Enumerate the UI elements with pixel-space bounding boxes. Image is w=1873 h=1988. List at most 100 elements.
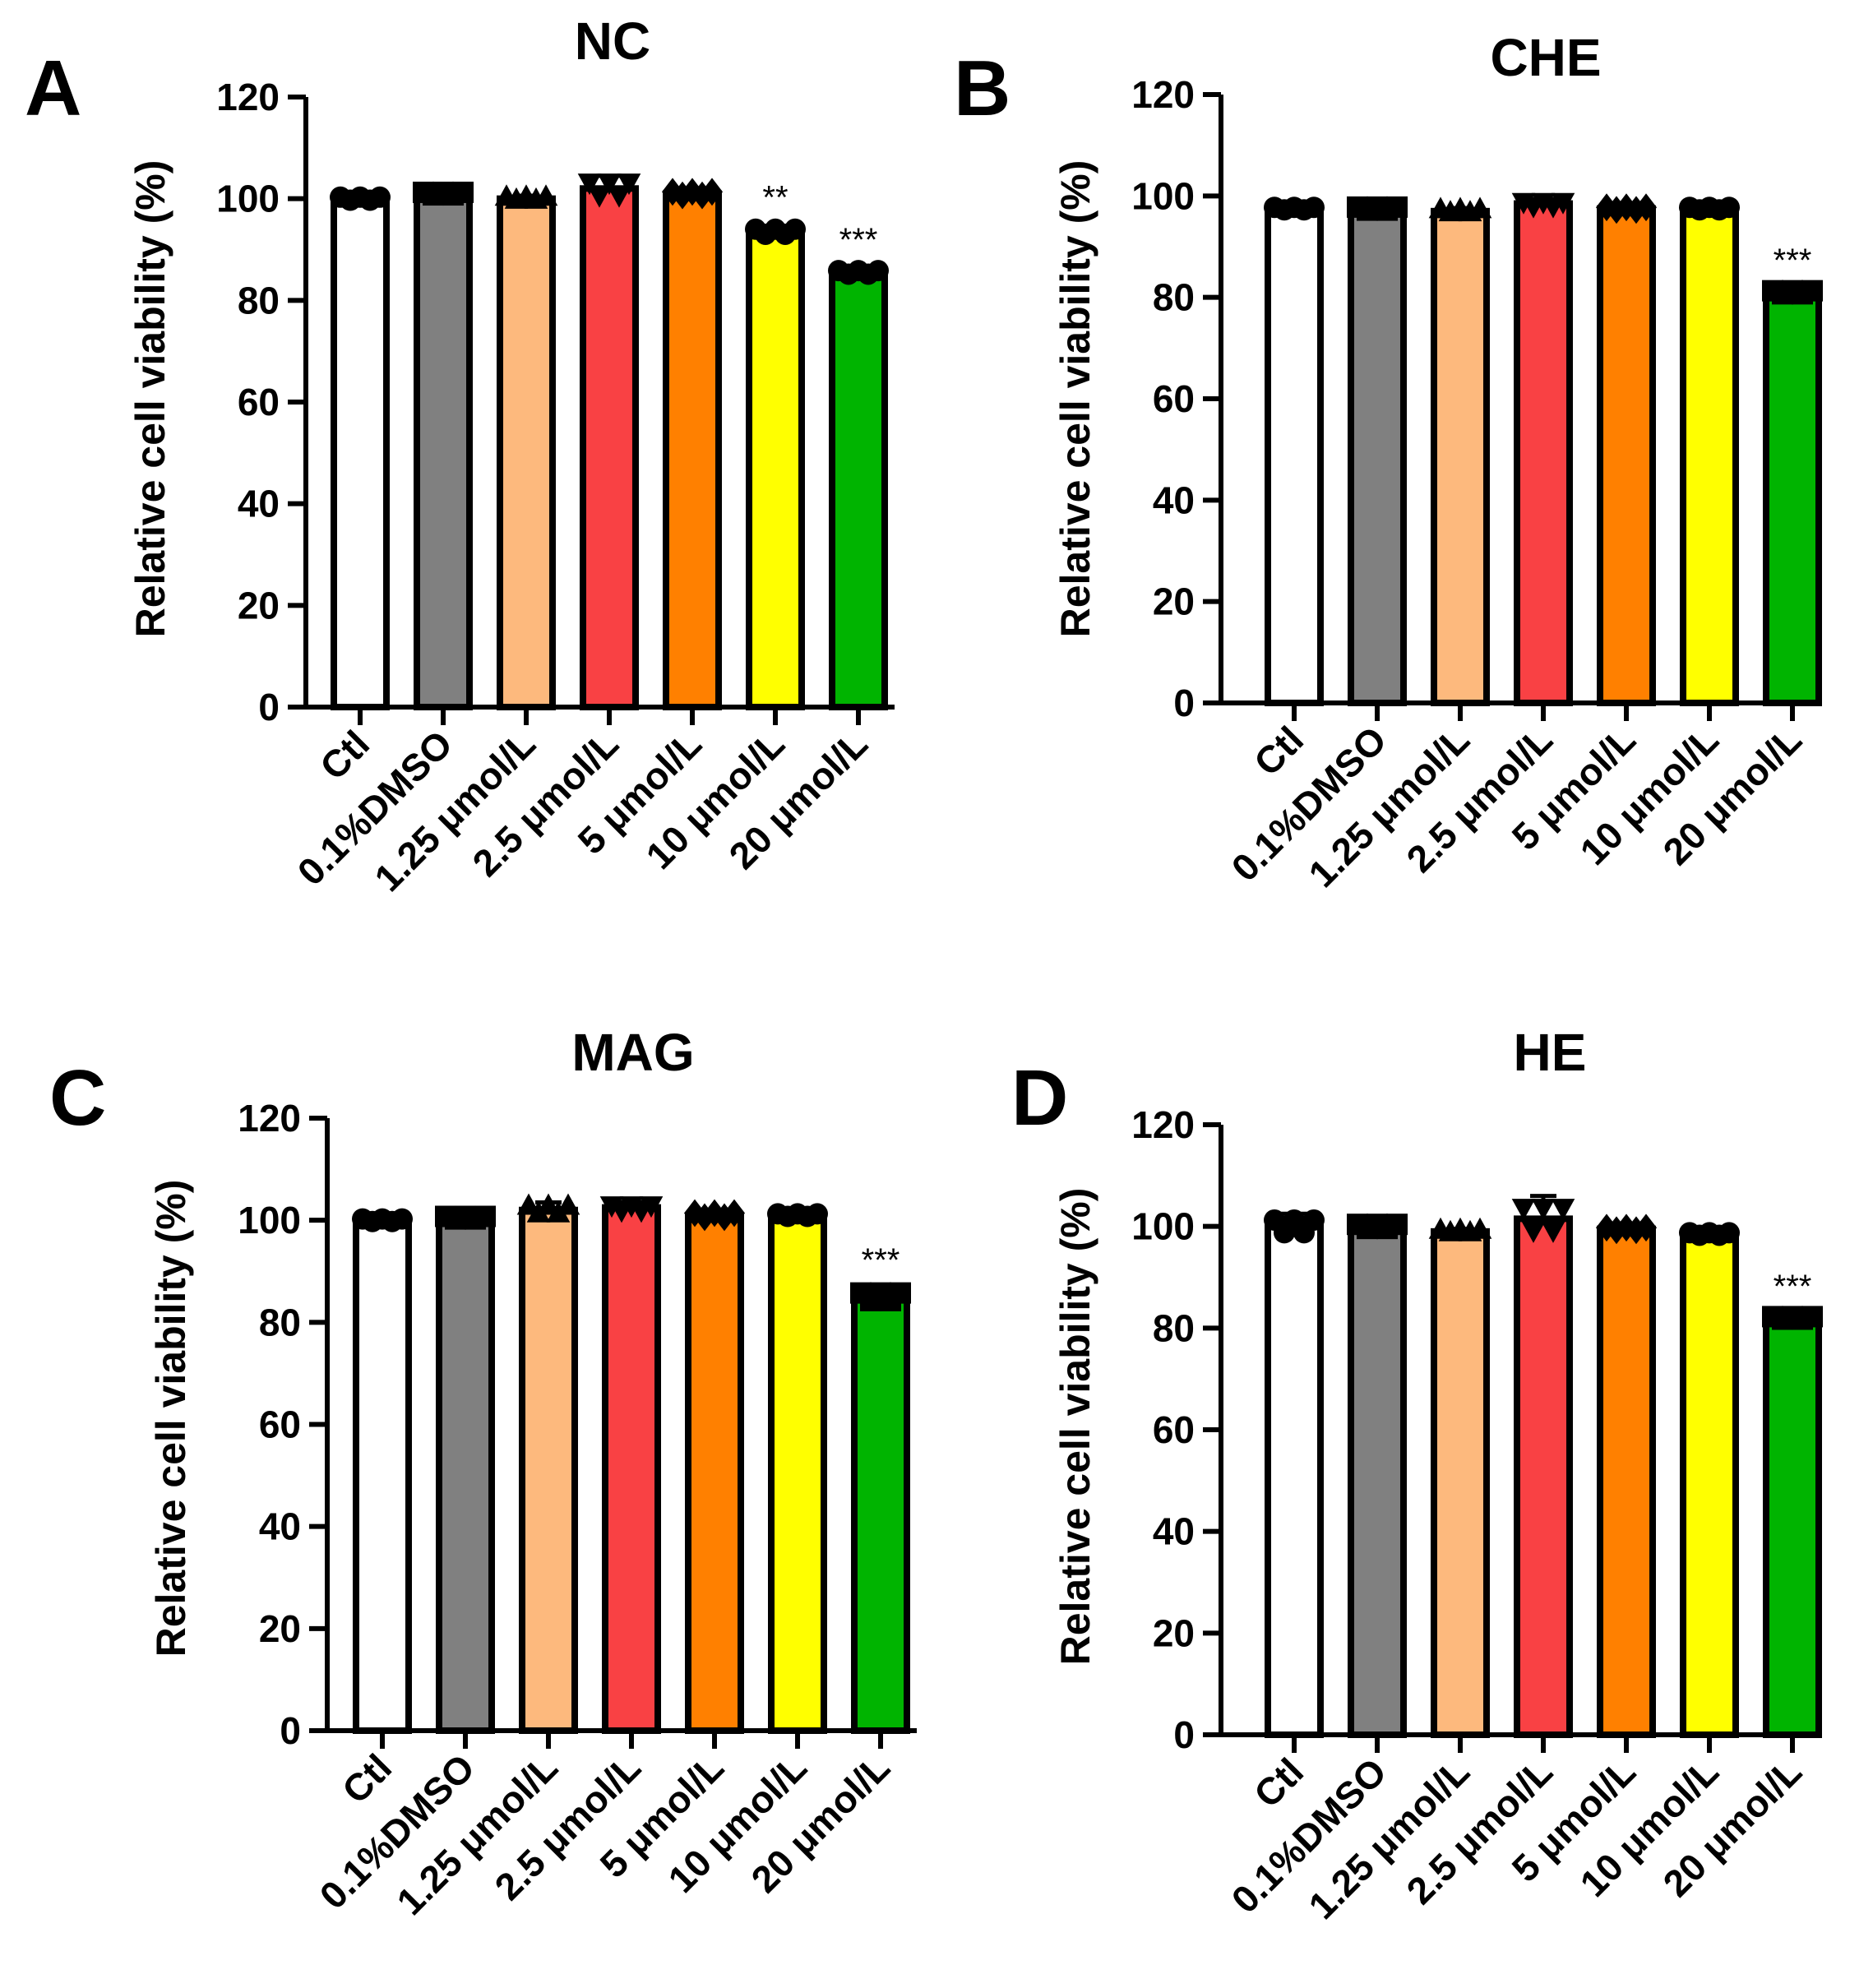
data-point	[391, 1208, 413, 1230]
y-axis-label: Relative cell viability (%)	[148, 1180, 194, 1657]
bar	[1265, 1223, 1324, 1738]
data-point	[1718, 196, 1740, 219]
bar	[1431, 207, 1490, 707]
data-point	[1551, 1199, 1575, 1221]
bar	[1265, 205, 1324, 706]
data-point	[1303, 196, 1325, 219]
significance-label: ***	[862, 1242, 900, 1278]
y-axis-label: Relative cell viability (%)	[1052, 1188, 1098, 1666]
y-tick-label: 0	[280, 1709, 301, 1752]
data-point	[607, 186, 631, 208]
data-point	[474, 1205, 496, 1227]
data-point	[1616, 1214, 1637, 1242]
y-tick-label: 20	[238, 584, 280, 626]
data-point	[684, 1199, 705, 1227]
bar	[851, 1293, 910, 1734]
data-point	[691, 181, 713, 210]
data-point	[369, 186, 391, 208]
bar	[768, 1211, 827, 1735]
data-point	[452, 181, 474, 203]
data-point	[1386, 196, 1408, 218]
bar	[436, 1214, 495, 1734]
bar	[1680, 205, 1739, 706]
bar	[1348, 205, 1407, 706]
y-tick-label: 80	[1153, 276, 1195, 319]
data-point	[1468, 196, 1492, 219]
y-tick-label: 60	[1153, 1408, 1195, 1451]
y-tick-label: 60	[259, 1403, 301, 1446]
data-point	[1635, 193, 1657, 222]
bar	[331, 195, 390, 710]
y-tick-label: 80	[1153, 1306, 1195, 1349]
data-point	[1303, 1209, 1325, 1231]
y-tick-label: 40	[1153, 479, 1195, 521]
y-tick-label: 80	[259, 1301, 301, 1343]
chart-title: NC	[575, 12, 650, 71]
panel-letter: D	[1011, 1054, 1068, 1142]
y-axis-label: Relative cell viability (%)	[1052, 160, 1098, 638]
x-tick-label: Ctl	[312, 722, 377, 788]
bar	[414, 190, 473, 710]
bar	[829, 269, 888, 710]
y-tick-label: 100	[238, 1199, 301, 1241]
bar	[497, 195, 556, 710]
data-point	[1386, 1214, 1408, 1236]
bar	[519, 1206, 578, 1734]
data-point	[577, 173, 602, 196]
data-point	[617, 173, 641, 196]
bar	[1763, 1314, 1822, 1738]
y-tick-label: 40	[1153, 1510, 1195, 1553]
x-tick-label: Ctl	[1246, 718, 1311, 784]
y-tick-label: 100	[216, 178, 280, 220]
significance-label: **	[762, 180, 788, 216]
data-point	[639, 1196, 664, 1218]
panel-letter: B	[954, 44, 1010, 132]
bar	[602, 1204, 661, 1735]
data-point	[807, 1203, 828, 1225]
y-tick-label: 120	[1131, 73, 1195, 116]
bar	[1348, 1223, 1407, 1738]
data-point	[1801, 280, 1823, 302]
panel-a: A NC Relative cell viability (%) 0 20 40 60…	[25, 12, 895, 899]
data-point	[867, 260, 889, 282]
y-tick-label: 20	[1153, 1611, 1195, 1654]
bar	[580, 185, 639, 711]
y-tick-label: 60	[238, 381, 280, 423]
y-tick-label: 120	[238, 1097, 301, 1140]
bar	[1514, 1215, 1573, 1739]
panel-letter: C	[49, 1054, 106, 1142]
x-tick-label: Ctl	[334, 1745, 400, 1811]
y-tick-label: 40	[259, 1505, 301, 1548]
data-point	[890, 1282, 911, 1304]
y-tick-label: 0	[1173, 1713, 1195, 1756]
data-point	[1718, 1222, 1740, 1244]
data-point	[587, 186, 612, 208]
data-point	[1635, 1214, 1657, 1242]
y-tick-label: 120	[216, 76, 280, 118]
panel-letter: A	[25, 44, 81, 132]
bar	[1597, 1225, 1656, 1738]
data-point	[1521, 1221, 1546, 1243]
bar	[1597, 205, 1656, 706]
y-tick-label: 60	[1153, 377, 1195, 420]
bar	[1763, 289, 1822, 706]
data-point	[1551, 192, 1575, 215]
bar	[1514, 200, 1573, 707]
y-tick-label: 0	[1173, 682, 1195, 724]
y-tick-label: 20	[259, 1607, 301, 1650]
data-point	[704, 1199, 725, 1227]
data-point	[672, 181, 693, 210]
chart-title: CHE	[1490, 28, 1601, 87]
data-point	[784, 218, 806, 240]
data-point	[556, 1193, 580, 1215]
data-point	[597, 173, 622, 196]
data-point	[724, 1199, 745, 1227]
bar	[1431, 1227, 1490, 1738]
y-tick-label: 120	[1131, 1103, 1195, 1146]
chart-title: MAG	[571, 1023, 694, 1082]
panel-d: D HE Relative cell viability (%) 0 20 40 60…	[1011, 1023, 1823, 1927]
